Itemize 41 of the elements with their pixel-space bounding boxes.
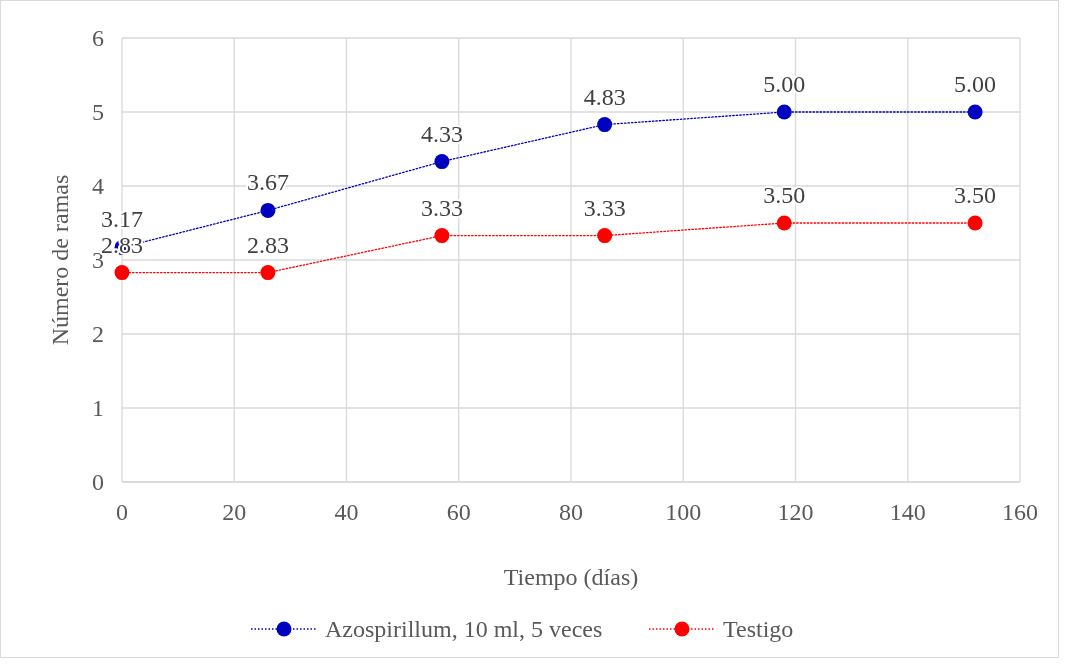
x-tick-label: 0 (116, 499, 128, 525)
point (967, 215, 983, 231)
data-label: 3.33 (583, 194, 626, 221)
point (434, 154, 450, 170)
point (967, 104, 983, 120)
point (434, 228, 450, 244)
legend-label: Testigo (723, 616, 794, 643)
y-tick-label: 4 (92, 173, 104, 200)
data-label: 4.83 (583, 83, 626, 110)
y-axis-title: Número de ramas (47, 174, 73, 346)
y-tick-label: 6 (92, 25, 104, 52)
data-label: 5.00 (954, 71, 997, 97)
legend-label: Azospirillum, 10 ml, 5 veces (325, 616, 603, 643)
point (776, 215, 792, 231)
data-label: 3.67 (246, 169, 289, 196)
y-tick-label: 1 (92, 395, 104, 422)
data-label: 5.00 (763, 71, 806, 97)
x-tick-label: 20 (222, 499, 247, 525)
x-tick-label: 120 (777, 499, 814, 525)
x-tick-label: 40 (334, 499, 359, 525)
x-tick-label: 80 (559, 499, 583, 525)
x-tick-label: 100 (665, 499, 702, 525)
x-tick-label: 60 (446, 499, 471, 525)
data-label: 3.33 (420, 194, 463, 221)
data-label: 4.33 (420, 120, 463, 147)
data-label: 3.50 (954, 182, 997, 208)
x-tick-label: 160 (1002, 499, 1038, 525)
point (776, 104, 792, 120)
y-tick-label: 2 (92, 321, 104, 348)
x-axis-title: Tiempo (días) (503, 564, 639, 590)
point (597, 228, 613, 244)
y-tick-label: 5 (92, 99, 104, 126)
point (260, 202, 276, 218)
point (260, 265, 276, 281)
data-label: 3.50 (763, 182, 806, 208)
y-tick-label: 0 (92, 469, 104, 496)
data-label: 3.17 (101, 206, 143, 233)
x-tick-label: 140 (889, 499, 926, 525)
point (597, 117, 613, 133)
data-label: 2.83 (246, 231, 289, 258)
point (114, 265, 130, 281)
